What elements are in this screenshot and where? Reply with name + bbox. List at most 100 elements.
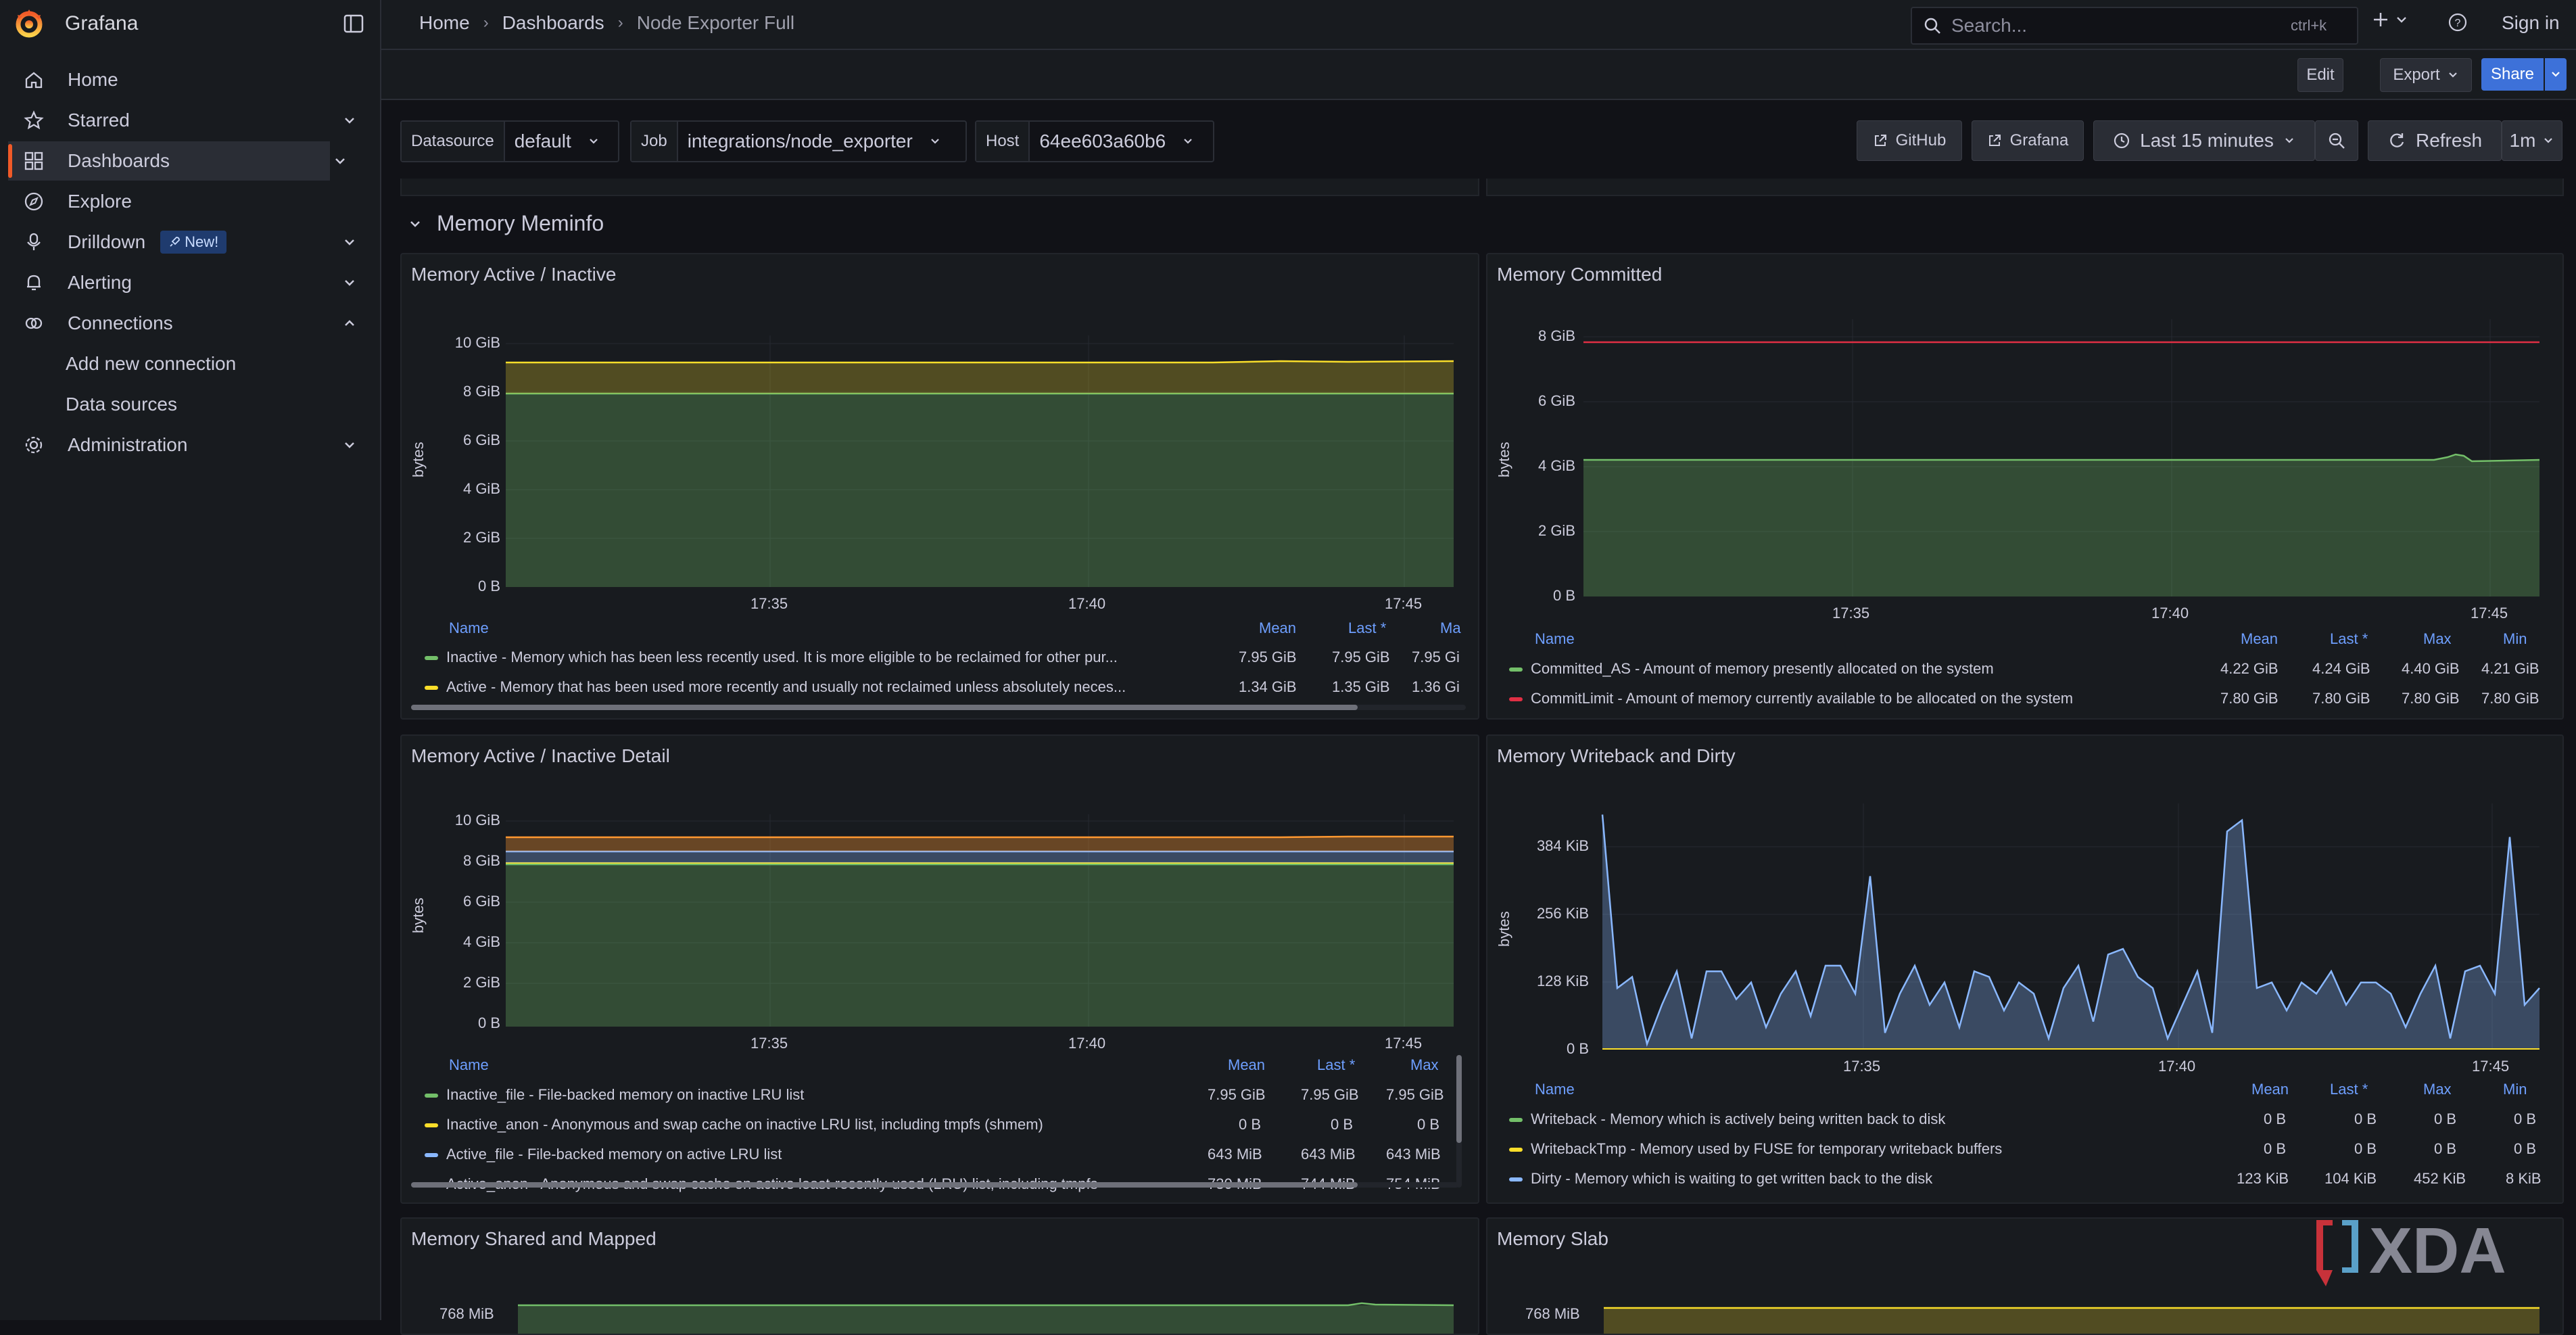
search-input[interactable]	[1950, 14, 2277, 37]
legend-row[interactable]: Inactive - Memory which has been less re…	[425, 649, 1118, 666]
y-tick: 10 GiB	[454, 812, 500, 828]
legend-row[interactable]: CommitLimit - Amount of memory currently…	[1509, 690, 2073, 707]
scrollbar-thumb[interactable]	[411, 705, 1358, 710]
legend-row-max: 0 B	[2434, 1110, 2457, 1127]
sign-in-link[interactable]: Sign in	[2502, 12, 2560, 33]
share-dropdown-button[interactable]	[2545, 58, 2567, 91]
legend-row[interactable]: WritebackTmp - Memory used by FUSE for t…	[1509, 1140, 2002, 1158]
legend-header-name[interactable]: Name	[449, 1056, 489, 1073]
legend-row-max: 643 MiB	[1386, 1146, 1441, 1163]
y-tick: 8 GiB	[1537, 327, 1575, 344]
refresh-label: Refresh	[2415, 130, 2483, 151]
legend-header-mean[interactable]: Mean	[1228, 1056, 1266, 1073]
panel-memory-active-inactive[interactable]: Memory Active / Inactive bytes 10 GiB 8 …	[400, 253, 1479, 720]
legend-header-mean[interactable]: Mean	[2251, 1081, 2289, 1098]
gear-icon	[0, 435, 68, 455]
sidebar-item-administration[interactable]: Administration	[0, 425, 354, 465]
refresh-interval-picker[interactable]: 1m	[2502, 120, 2562, 161]
legend-header-name[interactable]: Name	[449, 619, 489, 636]
chevron-up-icon[interactable]	[342, 316, 357, 331]
sidebar-item-add-new-connection[interactable]: Add new connection	[66, 353, 237, 374]
variable-job[interactable]: Job integrations/node_exporter	[630, 120, 967, 162]
brand[interactable]: Grafana	[14, 8, 138, 39]
legend-header-max[interactable]: Ma	[1440, 619, 1461, 636]
panel-memory-committed[interactable]: Memory Committed bytes 8 GiB 6 GiB 4 GiB…	[1486, 253, 2564, 720]
grid	[506, 335, 1454, 587]
scrollbar-thumb[interactable]	[1456, 1055, 1462, 1143]
share-button[interactable]: Share	[2481, 58, 2544, 91]
legend-header-name[interactable]: Name	[1535, 1081, 1575, 1098]
variable-datasource[interactable]: Datasource default	[400, 120, 619, 162]
y-tick: 4 GiB	[462, 933, 500, 950]
sidebar-item-connections[interactable]: Connections	[0, 304, 354, 343]
panel-memory-shared-mapped[interactable]: Memory Shared and Mapped 768 MiB	[400, 1217, 1479, 1335]
chevron-down-icon[interactable]	[342, 113, 357, 128]
time-range-picker[interactable]: Last 15 minutes	[2093, 120, 2315, 161]
variable-value[interactable]: integrations/node_exporter	[678, 122, 951, 161]
legend-row-last: 7.95 GiB	[1301, 1086, 1359, 1103]
dock-menu-icon[interactable]	[343, 14, 364, 34]
chevron-down-icon[interactable]	[333, 154, 348, 168]
breadcrumb-dashboards[interactable]: Dashboards	[502, 12, 604, 33]
legend-row[interactable]: Committed_AS - Amount of memory presentl…	[1509, 660, 1994, 678]
add-new-button[interactable]	[2372, 11, 2408, 28]
panel-memory-active-inactive-detail[interactable]: Memory Active / Inactive Detail bytes 10…	[400, 734, 1479, 1204]
legend-header-last[interactable]: Last *	[2330, 1081, 2368, 1098]
edit-button[interactable]: Edit	[2297, 58, 2343, 92]
legend-scrollbar[interactable]	[411, 705, 1466, 710]
legend-row[interactable]: Dirty - Memory which is waiting to get w…	[1509, 1170, 1932, 1188]
legend-row[interactable]: Active - Memory that has been used more …	[425, 678, 1126, 696]
search-box[interactable]: ctrl+k	[1911, 7, 2358, 45]
refresh-button[interactable]: Refresh	[2368, 120, 2502, 161]
grafana-logo-icon	[16, 9, 43, 38]
variable-value[interactable]: 64ee603a60b6	[1030, 122, 1203, 161]
variable-value[interactable]: default	[505, 122, 609, 161]
variable-host[interactable]: Host 64ee603a60b6	[975, 120, 1214, 162]
legend-header-last[interactable]: Last *	[1348, 619, 1387, 636]
legend-row-name: Inactive_anon - Anonymous and swap cache…	[446, 1116, 1043, 1133]
legend-header-last[interactable]: Last *	[2330, 630, 2368, 647]
sidebar-item-data-sources[interactable]: Data sources	[66, 394, 177, 415]
new-badge: New!	[160, 231, 227, 254]
series-dirty-area	[1602, 814, 2539, 1050]
breadcrumb-home[interactable]: Home	[419, 12, 470, 33]
legend-row[interactable]: Writeback - Memory which is actively bei…	[1509, 1110, 1945, 1128]
sidebar-item-explore[interactable]: Explore	[0, 182, 331, 221]
zoom-out-button[interactable]	[2315, 120, 2358, 161]
svg-text:XDA: XDA	[2369, 1216, 2506, 1287]
legend-header-mean[interactable]: Mean	[1259, 619, 1297, 636]
scrollbar-thumb[interactable]	[411, 1182, 1358, 1188]
row-header[interactable]: Memory Meminfo	[408, 211, 604, 236]
chevron-down-icon[interactable]	[342, 235, 357, 250]
legend-header-name[interactable]: Name	[1535, 630, 1575, 647]
legend-header-max[interactable]: Max	[2423, 1081, 2452, 1098]
chevron-down-icon[interactable]	[342, 275, 357, 290]
legend-row[interactable]: Inactive_file - File-backed memory on in…	[425, 1086, 804, 1104]
sidebar-item-drilldown[interactable]: Drilldown New!	[0, 222, 354, 262]
help-icon[interactable]: ?	[2448, 12, 2468, 32]
legend-row[interactable]: Inactive_anon - Anonymous and swap cache…	[425, 1116, 1043, 1133]
chevron-down-icon	[590, 139, 598, 144]
github-link-button[interactable]: GitHub	[1857, 120, 1962, 161]
chevron-down-icon[interactable]	[342, 438, 357, 452]
legend-row-last: 7.95 GiB	[1332, 649, 1390, 665]
sidebar-item-dashboards[interactable]: Dashboards	[8, 141, 345, 181]
legend-scrollbar-vertical[interactable]	[1456, 1055, 1462, 1188]
legend-scrollbar-horizontal[interactable]	[411, 1182, 1459, 1188]
chart-writeback	[1601, 803, 2540, 1050]
legend-header-max[interactable]: Max	[1410, 1056, 1439, 1073]
legend-row-last: 0 B	[2354, 1140, 2377, 1157]
legend-header-min[interactable]: Min	[2503, 1081, 2527, 1098]
legend-header-mean[interactable]: Mean	[2241, 630, 2279, 647]
legend-header-last[interactable]: Last *	[1317, 1056, 1356, 1073]
export-button[interactable]: Export	[2380, 58, 2472, 92]
legend-row[interactable]: Active_file - File-backed memory on acti…	[425, 1146, 782, 1163]
legend-header-min[interactable]: Min	[2503, 630, 2527, 647]
grafana-link-button[interactable]: Grafana	[1972, 120, 2084, 161]
sidebar-item-starred[interactable]: Starred	[0, 101, 354, 140]
legend-header-max[interactable]: Max	[2423, 630, 2452, 647]
sidebar-item-alerting[interactable]: Alerting	[0, 263, 354, 302]
sidebar-item-home[interactable]: Home	[0, 60, 331, 99]
legend-row-min: 4.21 GiB	[2481, 660, 2539, 677]
panel-memory-writeback-dirty[interactable]: Memory Writeback and Dirty bytes 384 KiB…	[1486, 734, 2564, 1204]
